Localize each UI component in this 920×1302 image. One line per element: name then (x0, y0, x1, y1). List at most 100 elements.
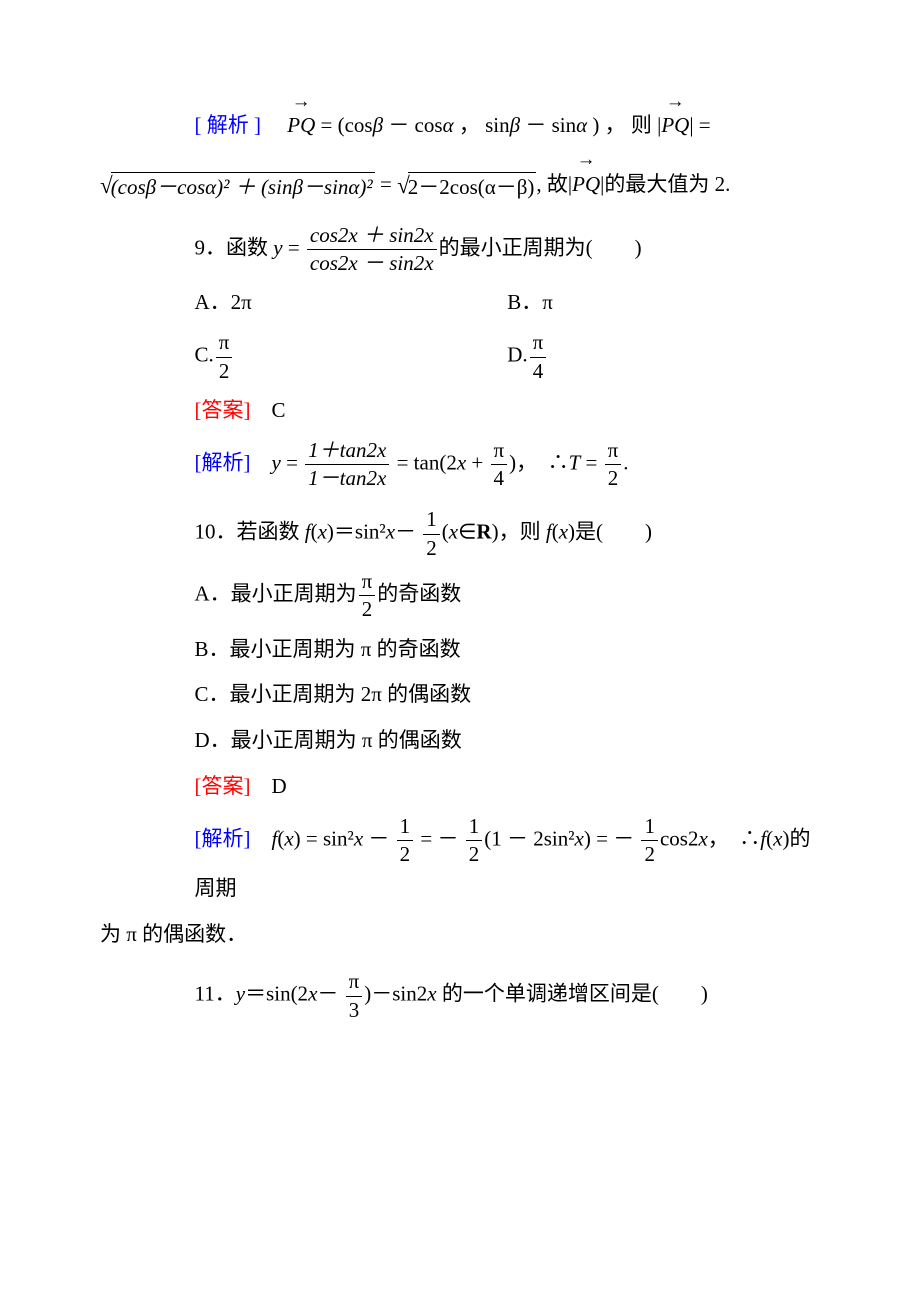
answer-label: [答案] (195, 398, 251, 422)
fraction: π2 (216, 329, 233, 385)
q9-options-row1: A．2π B．π (100, 283, 820, 323)
numerator: π (359, 568, 376, 596)
opt-prefix: C. (195, 343, 214, 367)
text: － (363, 827, 395, 851)
text: － (395, 520, 416, 544)
q9-opt-c: C.π2 (195, 329, 508, 385)
fraction: 12 (641, 813, 658, 869)
text: 10．若函数 (195, 520, 305, 544)
q10-analysis-tail: 为 π 的偶函数． (100, 915, 820, 955)
denominator: 3 (346, 997, 363, 1024)
denominator: 2 (397, 841, 414, 868)
text: = (580, 450, 602, 474)
equals: = (380, 172, 397, 196)
q10-stem: 10．若函数 f(x)＝sin²x－ 12(x∈R)，则 f(x)是( ) (100, 506, 820, 562)
numerator: π (346, 968, 363, 996)
text: | = (689, 113, 710, 137)
var-x: x (427, 982, 436, 1006)
page: [ 解析 ] →PQ = (cosβ － cosα ， sinβ － sinα … (0, 0, 920, 1302)
numerator: 1 (641, 813, 658, 841)
denominator: 2 (359, 596, 376, 623)
q10-opt-c: C．最小正周期为 2π 的偶函数 (100, 675, 820, 715)
var-x: x (559, 520, 568, 544)
text: 的奇函数 (377, 582, 461, 606)
text: 9．函数 (195, 235, 274, 259)
sqrt-expr-2: √2－2cos(α－β) (397, 164, 536, 208)
var-x: x (318, 520, 327, 544)
text: ， sin (459, 113, 510, 137)
fraction: π4 (491, 437, 508, 493)
sqrt-body: (cosβ－cosα)² ＋ (sinβ－sinα)² (111, 175, 373, 199)
numerator: π (216, 329, 233, 357)
vector-pq: →PQ (572, 165, 600, 205)
var-t: T (569, 450, 581, 474)
text: )＝sin² (327, 520, 386, 544)
denominator: 2 (423, 535, 440, 562)
alpha: α (443, 113, 454, 137)
fraction: 12 (397, 813, 414, 869)
q9-opt-d: D.π4 (507, 329, 820, 385)
text: ， ∴ (708, 827, 761, 851)
q10-analysis: [解析] f(x) = sin²x － 12 = － 12(1 － 2sin²x… (100, 813, 820, 908)
analysis-label: [ 解析 ] (195, 113, 262, 137)
text: ＝sin(2 (245, 982, 308, 1006)
text: 11． (195, 982, 236, 1006)
answer-value: C (272, 398, 286, 422)
q10-answer: [答案] D (100, 767, 820, 807)
q9-opt-b: B．π (507, 283, 820, 323)
var-y: y (272, 450, 281, 474)
text: － cos (388, 113, 442, 137)
alpha: α (576, 113, 587, 137)
text: = tan(2 (397, 450, 457, 474)
text: － sin (525, 113, 576, 137)
denominator: 2 (641, 841, 658, 868)
fraction: cos2x ＋ sin2x cos2x － sin2x (307, 222, 437, 278)
beta: β (373, 113, 383, 137)
analysis-label: [解析] (195, 450, 251, 474)
vector-pq: →PQ (661, 106, 689, 146)
answer-label: [答案] (195, 774, 251, 798)
numerator: cos2x ＋ sin2x (307, 222, 437, 250)
var-x: x (284, 827, 293, 851)
var-x: x (386, 520, 395, 544)
var-x: x (354, 827, 363, 851)
q9-stem: 9．函数 y = cos2x ＋ sin2x cos2x － sin2x 的最小… (100, 222, 820, 278)
var-y: y (236, 982, 245, 1006)
fraction: π4 (530, 329, 547, 385)
text: = － (415, 827, 464, 851)
text: 的最小正周期为( ) (439, 235, 642, 259)
fraction: 12 (423, 506, 440, 562)
opt-prefix: D. (507, 343, 527, 367)
var-x: x (449, 520, 458, 544)
fraction: 12 (466, 813, 483, 869)
q10-opt-d: D．最小正周期为 π 的偶函数 (100, 721, 820, 761)
numerator: π (605, 437, 622, 465)
text: － (317, 982, 338, 1006)
text: ) = sin² (294, 827, 354, 851)
analysis-label: [解析] (195, 827, 251, 851)
text: ( (311, 520, 318, 544)
text: ) = － (584, 827, 640, 851)
numerator: 1＋tan2x (305, 437, 389, 465)
text: )是( ) (568, 520, 652, 544)
numerator: π (530, 329, 547, 357)
text: cos2 (660, 827, 699, 851)
numerator: 1 (466, 813, 483, 841)
denominator: 2 (216, 358, 233, 385)
text: )－sin2 (364, 982, 427, 1006)
text: = (283, 235, 305, 259)
q11-stem: 11．y＝sin(2x－ π3)－sin2x 的一个单调递增区间是( ) (100, 968, 820, 1024)
text: 的一个单调递增区间是( ) (437, 982, 708, 1006)
text: ) ， 则 | (592, 113, 661, 137)
q9-opt-a: A．2π (195, 283, 508, 323)
text: ∈ (458, 520, 476, 544)
fraction: π2 (359, 568, 376, 624)
q9-analysis: [解析] y = 1＋tan2x 1－tan2x = tan(2x + π4)，… (100, 437, 820, 493)
text: |的最大值为 2. (600, 172, 730, 196)
text: = (281, 450, 303, 474)
denominator: 4 (530, 358, 547, 385)
text: )，则 (492, 520, 546, 544)
text: ( (442, 520, 449, 544)
numerator: 1 (397, 813, 414, 841)
sqrt-body: 2－2cos(α－β) (408, 175, 535, 199)
